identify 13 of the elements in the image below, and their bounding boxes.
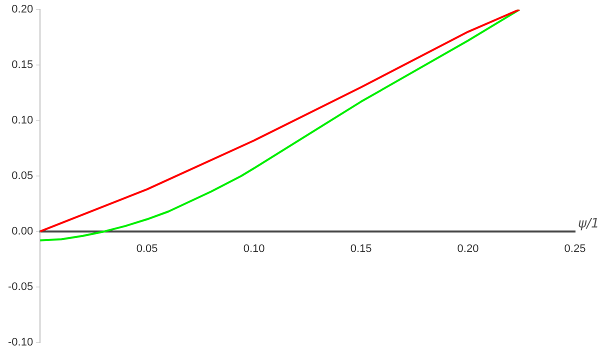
x-tick-label: 0.10 <box>243 243 265 256</box>
y-tick-label: -0.05 <box>8 280 34 293</box>
x-tick-label: 0.20 <box>457 243 479 256</box>
y-tick-label: 0.00 <box>12 226 34 238</box>
x-tick-label: 0.25 <box>564 243 586 256</box>
y-tick-label: 0.10 <box>12 114 34 127</box>
y-tick-label: 0.05 <box>12 170 34 182</box>
x-axis-title: ψ/1 <box>578 216 600 232</box>
y-tick-label: -0.10 <box>8 336 34 348</box>
x-tick-label: 0.05 <box>136 243 158 256</box>
y-tick-label: 0.20 <box>12 4 34 16</box>
y-tick-label: 0.15 <box>12 59 34 72</box>
x-tick-label: 0.15 <box>350 243 372 256</box>
